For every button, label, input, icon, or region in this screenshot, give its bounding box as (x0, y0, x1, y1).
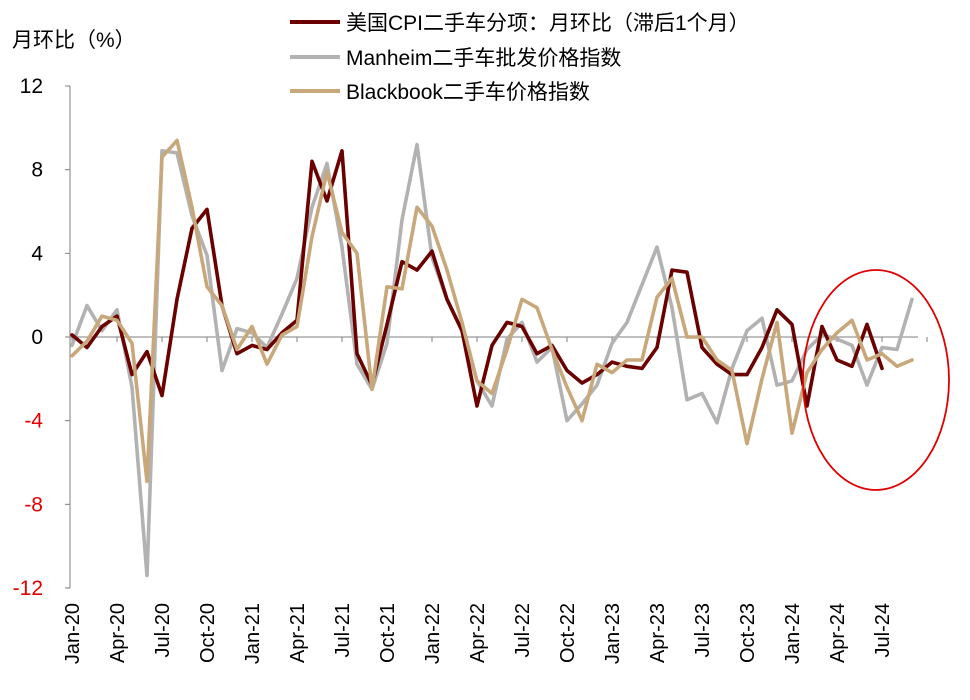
x-tick-label: Jul-21 (332, 603, 354, 657)
series-line-1 (70, 142, 914, 578)
x-tick-label: Apr-24 (827, 603, 849, 663)
x-tick-label: Oct-23 (737, 603, 759, 663)
x-tick-label: Jan-22 (422, 603, 444, 664)
y-tick-label: 0 (31, 326, 43, 349)
highlight-ellipse (802, 269, 950, 491)
series-line-2 (70, 138, 914, 484)
x-tick-label: Jul-20 (152, 603, 174, 657)
y-tick-label: 4 (31, 242, 43, 265)
x-tick-label: Apr-23 (647, 603, 669, 663)
series-layer (70, 138, 914, 578)
x-tick-label: Jan-23 (602, 603, 624, 664)
x-tick-label: Jul-23 (692, 603, 714, 657)
legend-label-2: Blackbook二手车价格指数 (346, 81, 590, 104)
legend: 美国CPI二手车分项：月环比（滞后1个月） Manheim二手车批发价格指数 Bla… (290, 12, 750, 104)
y-axis: 12 8 4 0 -4 -8 -12 (13, 75, 71, 600)
y-tick-label: 8 (31, 159, 43, 182)
x-tick-label: Jan-20 (62, 603, 84, 664)
legend-label-1: Manheim二手车批发价格指数 (346, 47, 621, 70)
x-tick-label: Oct-21 (377, 603, 399, 663)
x-tick-label: Oct-20 (197, 603, 219, 663)
legend-label-0: 美国CPI二手车分项：月环比（滞后1个月） (346, 12, 750, 35)
x-tick-label: Apr-22 (467, 603, 489, 663)
x-tick-label: Apr-20 (107, 603, 129, 663)
x-tick-label: Jul-22 (512, 603, 534, 657)
y-tick-label: 12 (20, 75, 43, 98)
y-tick-label: -4 (24, 410, 43, 433)
y-unit-label: 月环比（%） (12, 29, 136, 52)
y-tick-label: -12 (13, 577, 43, 600)
x-axis: Jan-20 Apr-20 Jul-20 Oct-20 Jan-21 Apr-21 Jul-… (62, 336, 928, 664)
x-tick-label: Jul-24 (872, 603, 894, 657)
y-tick-label: -8 (24, 493, 43, 516)
series-line-0 (70, 149, 884, 408)
x-tick-label: Jan-24 (782, 603, 804, 664)
x-tick-label: Apr-21 (287, 603, 309, 663)
x-tick-label: Oct-22 (557, 603, 579, 663)
x-tick-label: Jan-21 (242, 603, 264, 664)
